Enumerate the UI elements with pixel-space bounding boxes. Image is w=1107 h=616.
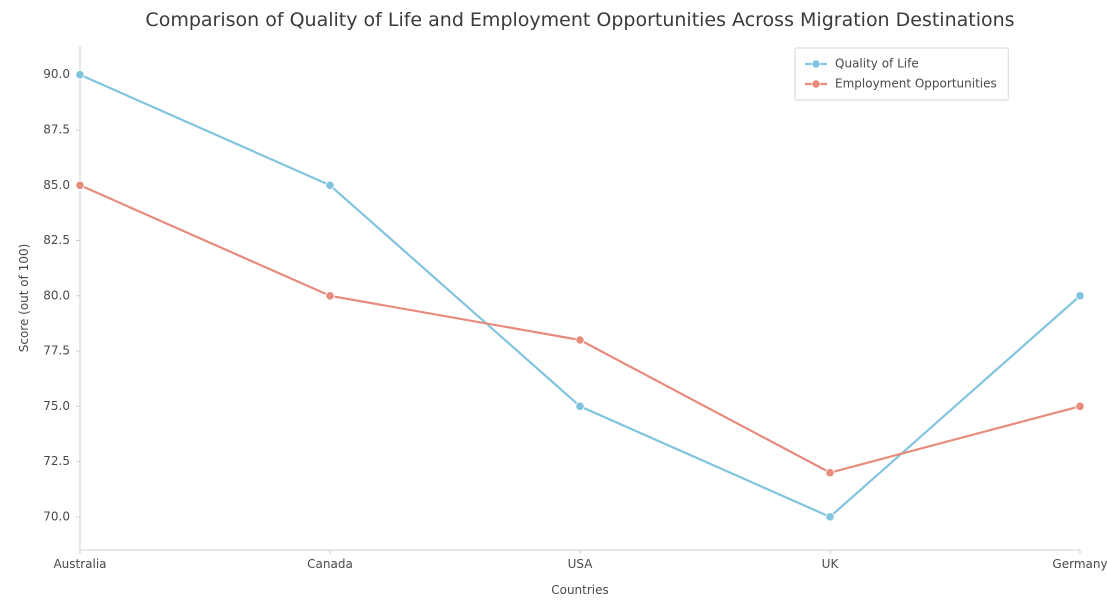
series-marker-0	[76, 71, 84, 79]
y-tick-label: 77.5	[43, 344, 70, 358]
series-marker-0	[1076, 292, 1084, 300]
series-marker-0	[576, 402, 584, 410]
chart-title: Comparison of Quality of Life and Employ…	[145, 9, 1014, 31]
series-marker-0	[826, 513, 834, 521]
y-tick-label: 70.0	[43, 509, 70, 523]
x-tick-label: UK	[822, 557, 840, 571]
series-marker-1	[576, 336, 584, 344]
y-axis-label: Score (out of 100)	[17, 244, 31, 353]
series-marker-1	[1076, 402, 1084, 410]
y-tick-label: 87.5	[43, 123, 70, 137]
y-tick-label: 85.0	[43, 178, 70, 192]
chart-container: 70.0 72.5 75.0 77.5 80.0 82.5 85.0 87.5 90.0 Aust…	[0, 0, 1107, 616]
x-tick-label: USA	[568, 557, 594, 571]
legend-item-label: Employment Opportunities	[835, 77, 997, 91]
series-marker-0	[326, 181, 334, 189]
legend: Quality of Life Employment Opportunities	[795, 48, 1008, 100]
y-tick-label: 80.0	[43, 288, 70, 302]
legend-item-label: Quality of Life	[835, 57, 919, 71]
series-marker-1	[326, 292, 334, 300]
y-tick-label: 82.5	[43, 233, 70, 247]
x-tick-label: Canada	[307, 557, 353, 571]
y-tick-label: 90.0	[43, 67, 70, 81]
y-tick-label: 72.5	[43, 454, 70, 468]
x-axis-label: Countries	[551, 583, 609, 597]
x-tick-label: Germany	[1052, 557, 1107, 571]
x-tick-label: Australia	[53, 557, 106, 571]
series-marker-1	[76, 181, 84, 189]
y-tick-label: 75.0	[43, 399, 70, 413]
chart-svg: 70.0 72.5 75.0 77.5 80.0 82.5 85.0 87.5 90.0 Aust…	[0, 0, 1107, 616]
series-marker-1	[826, 468, 834, 476]
